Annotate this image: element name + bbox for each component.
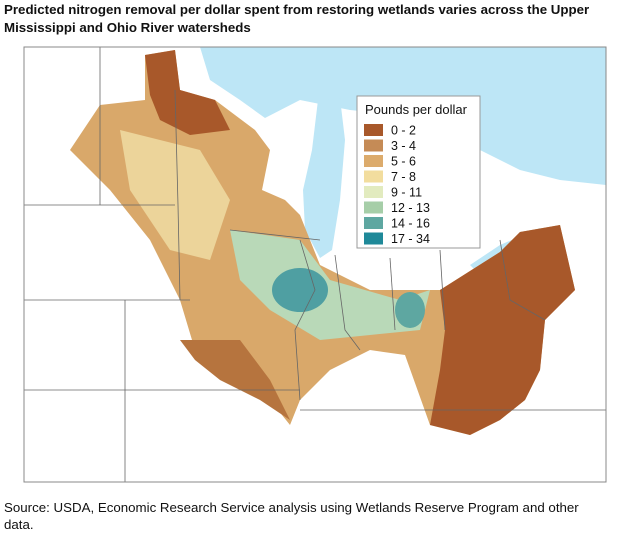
map-body [24, 47, 606, 482]
legend-label: 7 - 8 [391, 170, 416, 184]
state-line [389, 257, 396, 331]
source-note: Source: USDA, Economic Research Service … [4, 500, 579, 532]
light-area [120, 130, 230, 260]
legend-swatch [364, 139, 383, 152]
legend-label: 9 - 11 [391, 186, 422, 200]
legend-label: 17 - 34 [391, 232, 430, 246]
state-line [229, 229, 321, 241]
map-title: Predicted nitrogen removal per dollar sp… [4, 2, 590, 35]
legend-swatch [364, 170, 383, 183]
state-line [334, 254, 361, 351]
state-line [499, 239, 546, 321]
legend-label: 3 - 4 [391, 139, 416, 153]
northern-area [145, 50, 230, 135]
state-boundaries [24, 47, 606, 482]
map-frame [23, 46, 607, 483]
legend-swatch [364, 124, 383, 136]
state-line [294, 239, 316, 401]
legend-swatch [364, 186, 383, 198]
legend-label: 14 - 16 [391, 217, 430, 231]
southern-area [180, 340, 290, 420]
state-line [174, 89, 181, 301]
legend-label: 12 - 13 [391, 201, 430, 215]
teal-area [272, 268, 328, 312]
green-area [230, 230, 430, 340]
ohio-watershed [430, 225, 575, 435]
legend-label: 0 - 2 [391, 124, 416, 138]
legend-swatch [364, 155, 383, 167]
legend-title: Pounds per dollar [365, 102, 468, 117]
legend-swatch [364, 232, 383, 245]
state-line [439, 249, 446, 331]
legend: Pounds per dollar 0 - 23 - 4 5 - 67 - 8 9 … [356, 95, 481, 249]
lake-michigan [303, 98, 345, 258]
legend-swatch [364, 217, 383, 229]
legend-swatch [364, 201, 383, 214]
teal-area [395, 292, 425, 328]
legend-label: 5 - 6 [391, 155, 416, 169]
